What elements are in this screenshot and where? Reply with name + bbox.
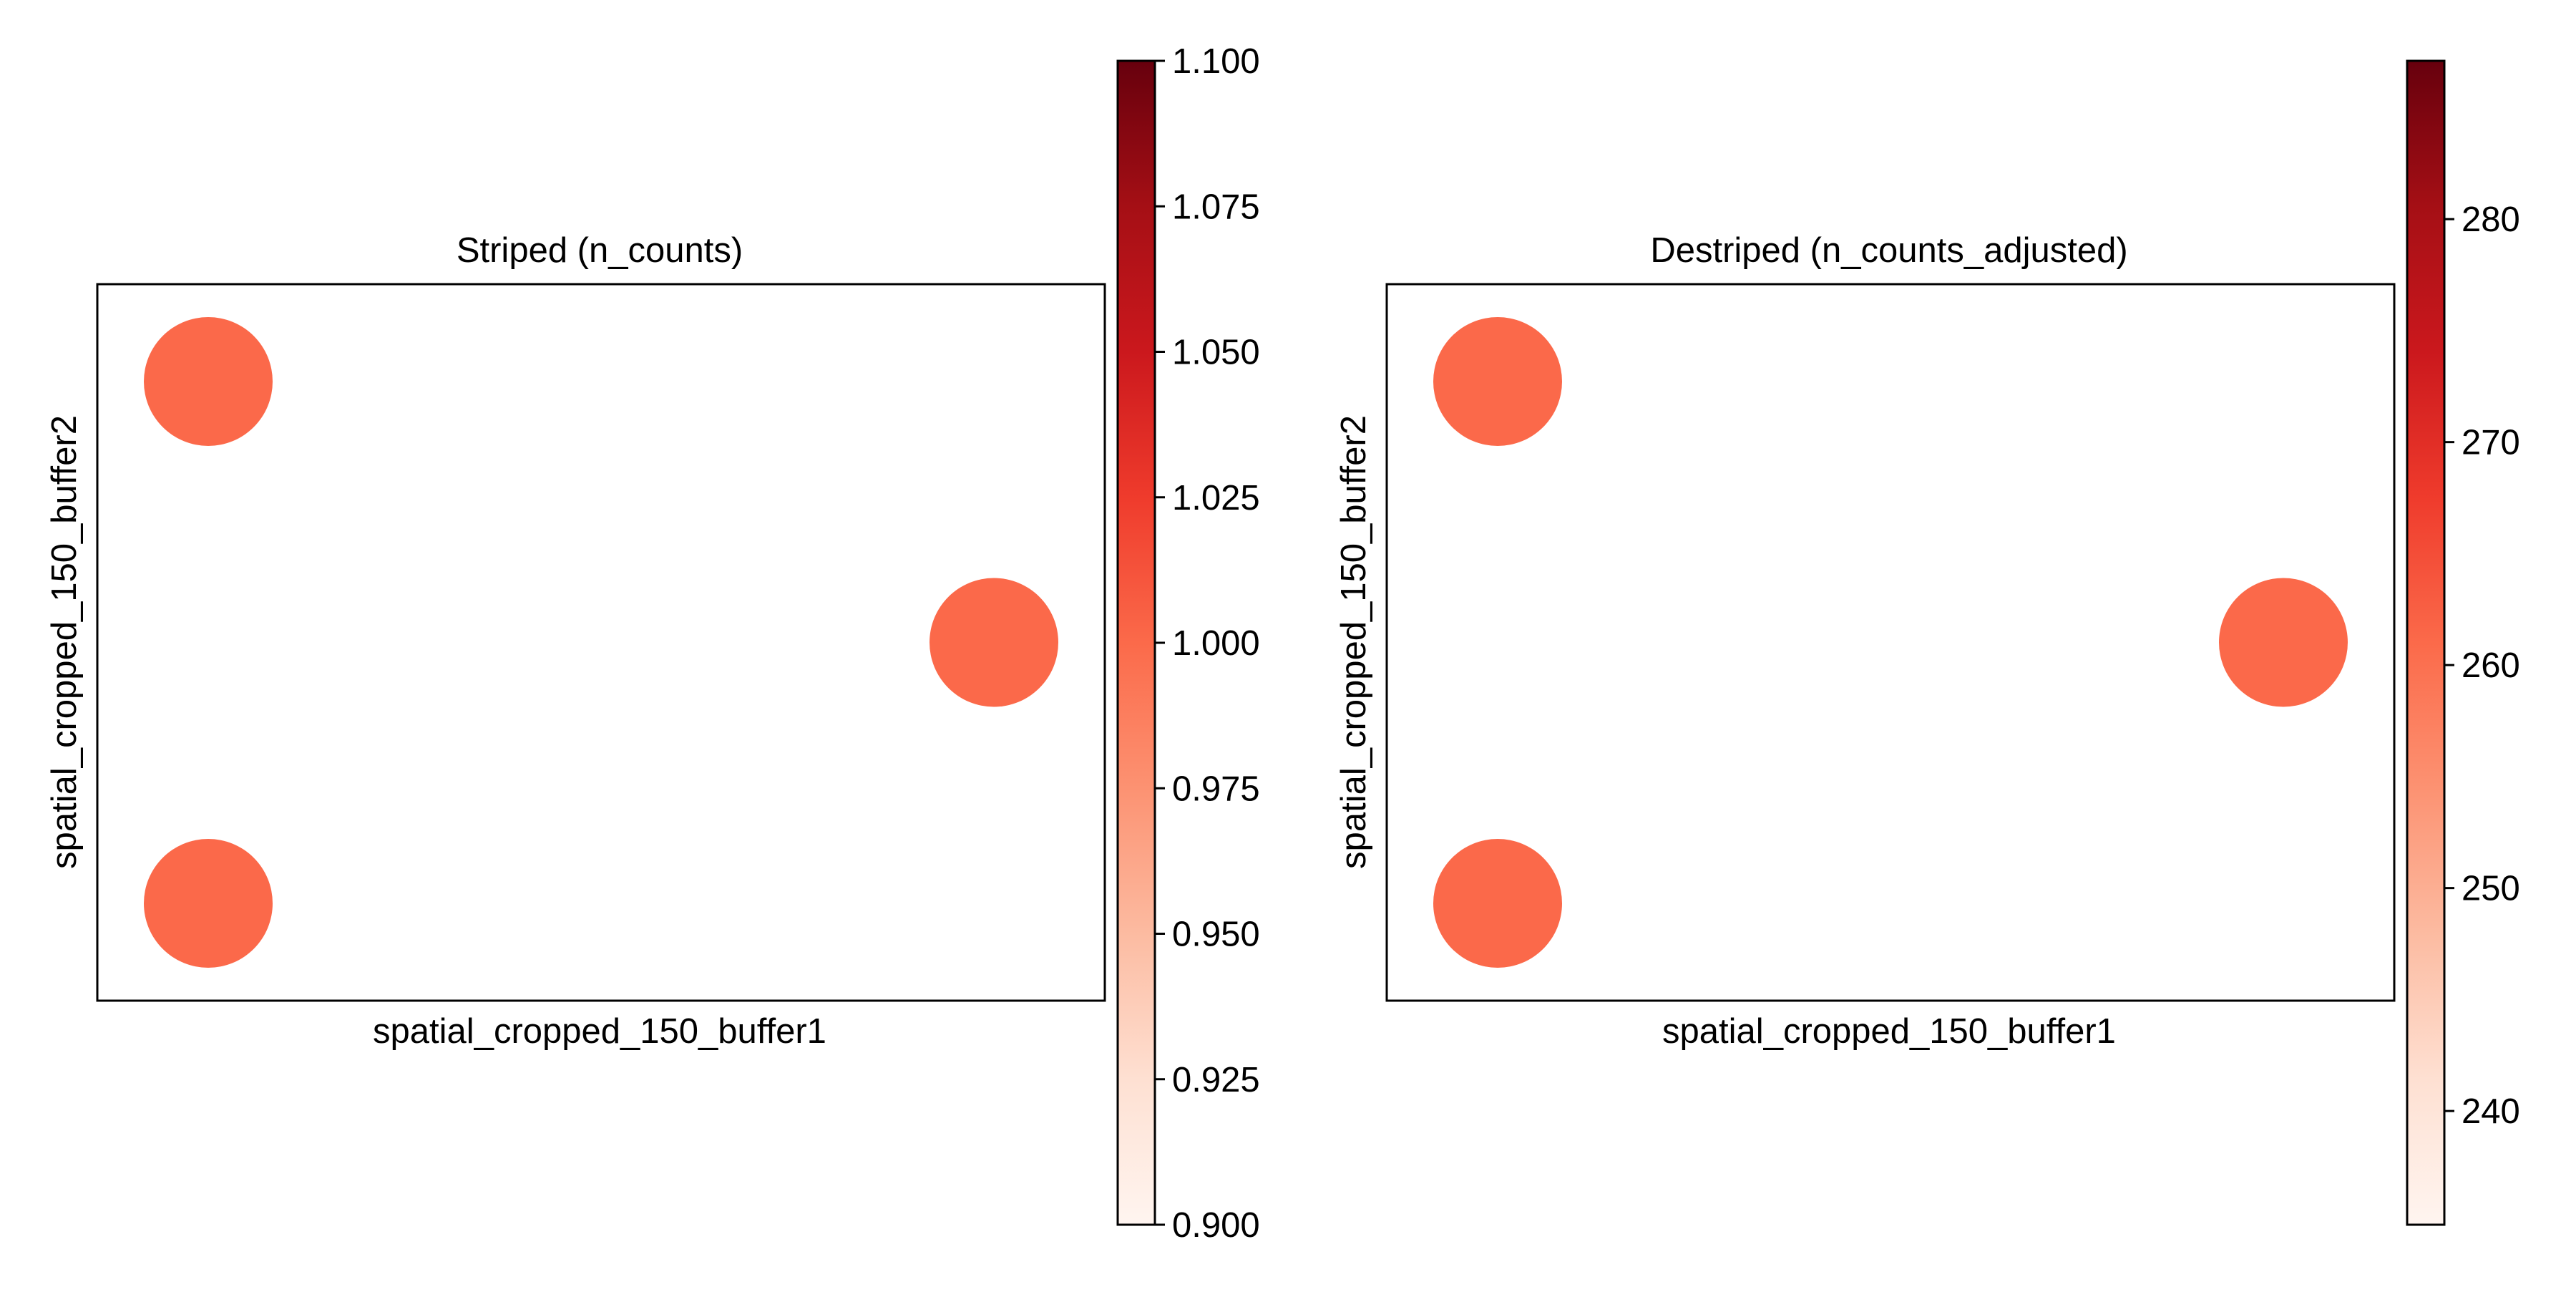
scatter-point-2 xyxy=(2219,578,2348,707)
colorbar-tick-label: 0.950 xyxy=(1172,915,1260,954)
colorbar-tick-label: 1.100 xyxy=(1172,42,1260,81)
colorbar-ticks: 240 250 260 270 280 xyxy=(2444,200,2520,1131)
colorbar xyxy=(2406,59,2446,1226)
panel-destriped: Destriped (n_counts_adjusted) spatial_cr… xyxy=(1335,59,2520,1226)
scatter-point-3 xyxy=(144,839,273,968)
points-layer xyxy=(1433,317,2348,968)
scatter-point-3 xyxy=(1433,839,1562,968)
x-axis-label: spatial_cropped_150_buffer1 xyxy=(1662,1012,2116,1051)
scatter-point-1 xyxy=(1433,317,1562,446)
panel-striped: Striped (n_counts) spatial_cropped_150_b… xyxy=(45,42,1260,1245)
x-axis-label: spatial_cropped_150_buffer1 xyxy=(373,1012,826,1051)
y-axis-label: spatial_cropped_150_buffer2 xyxy=(1335,415,1373,869)
colorbar-tick-label: 0.975 xyxy=(1172,769,1260,808)
points-layer xyxy=(144,317,1058,968)
colorbar-tick-label: 0.925 xyxy=(1172,1061,1260,1099)
scatter-point-1 xyxy=(144,317,273,446)
colorbar-tick-label: 1.000 xyxy=(1172,624,1260,663)
colorbar-ticks: 0.900 0.925 0.950 0.975 1.000 1.025 1.050 1.075… xyxy=(1155,42,1260,1245)
colorbar-tick-label: 250 xyxy=(2462,870,2520,908)
colorbar-tick-label: 1.075 xyxy=(1172,188,1260,226)
colorbar-tick-label: 270 xyxy=(2462,424,2520,462)
panel-title: Striped (n_counts) xyxy=(457,231,743,270)
panel-title: Destriped (n_counts_adjusted) xyxy=(1650,231,2127,270)
axes-frame xyxy=(96,283,1106,1002)
colorbar-tick-label: 240 xyxy=(2462,1092,2520,1131)
y-axis-label: spatial_cropped_150_buffer2 xyxy=(45,415,84,869)
colorbar-tick-label: 1.025 xyxy=(1172,479,1260,518)
colorbar xyxy=(1116,59,1156,1226)
axes-frame xyxy=(1385,283,2396,1002)
colorbar-tick-label: 260 xyxy=(2462,646,2520,685)
colorbar-tick-label: 280 xyxy=(2462,200,2520,239)
scatter-point-2 xyxy=(930,578,1058,707)
colorbar-tick-label: 0.900 xyxy=(1172,1206,1260,1245)
colorbar-tick-label: 1.050 xyxy=(1172,334,1260,372)
